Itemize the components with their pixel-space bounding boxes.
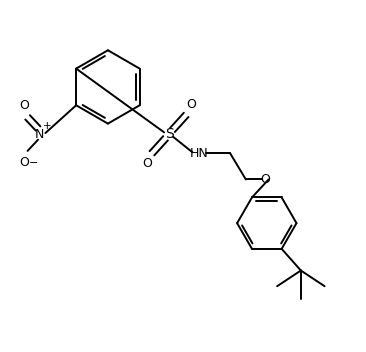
Text: O: O: [142, 157, 152, 170]
Text: O: O: [19, 156, 29, 169]
Text: O: O: [19, 99, 29, 112]
Text: HN: HN: [189, 147, 208, 160]
Text: N: N: [35, 127, 45, 140]
Text: +: +: [43, 121, 52, 131]
Text: S: S: [165, 127, 173, 141]
Text: O: O: [260, 173, 270, 186]
Text: −: −: [29, 158, 38, 168]
Text: O: O: [186, 98, 196, 111]
